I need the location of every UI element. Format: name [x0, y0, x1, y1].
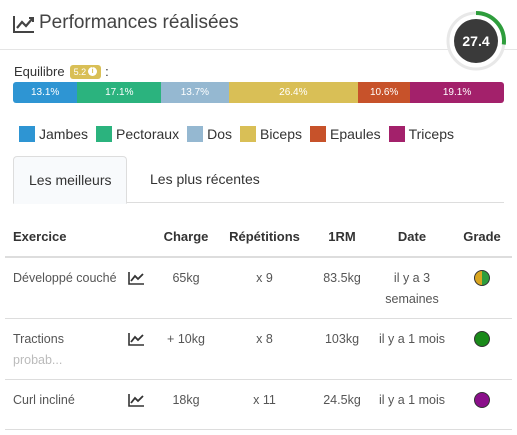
- legend-swatch: [310, 126, 327, 142]
- equilibre-segment: 17.1%: [77, 82, 162, 103]
- legend-item: Triceps: [388, 126, 454, 142]
- row-exercise[interactable]: Développé couché: [5, 257, 117, 319]
- legend-label: Biceps: [259, 126, 303, 142]
- equilibre-text: Equilibre: [14, 64, 65, 79]
- row-charge: 65kg: [155, 257, 217, 319]
- row-reps: x 9: [217, 257, 312, 319]
- equilibre-segment: 13.7%: [161, 82, 229, 103]
- header-icon-col: [117, 217, 155, 258]
- legend-label: Pectoraux: [116, 126, 180, 142]
- legend-swatch: [96, 126, 113, 142]
- line-chart-icon: [13, 16, 34, 33]
- row-charge: 18kg: [155, 379, 217, 430]
- row-exercise[interactable]: Tractions probab...: [5, 318, 117, 380]
- line-chart-icon[interactable]: [127, 332, 145, 346]
- equilibre-badge[interactable]: 5.2 i: [69, 64, 102, 79]
- exercise-name: Tractions: [13, 331, 64, 346]
- row-exercise[interactable]: Curl incliné: [5, 379, 117, 430]
- table-row[interactable]: Curl incliné 18kg x 11 24.5kg il y a 1 m…: [5, 379, 512, 430]
- score-gauge: 27.4: [446, 11, 506, 71]
- grade-badge: [474, 391, 490, 408]
- header-date[interactable]: Date: [372, 217, 452, 258]
- row-1rm: 103kg: [312, 318, 372, 380]
- table-row[interactable]: Développé couché 65kg x 9 83.5kg il y a …: [5, 257, 512, 319]
- legend-label: Triceps: [408, 126, 454, 142]
- equilibre-segment: 19.1%: [410, 82, 504, 103]
- tab-bar: Les meilleurs Les plus récentes: [13, 156, 504, 204]
- equilibre-segment: 10.6%: [358, 82, 411, 103]
- exercise-name: Curl incliné: [13, 392, 75, 407]
- tab-best[interactable]: Les meilleurs: [13, 156, 128, 204]
- legend-swatch: [388, 126, 405, 142]
- score-value: 27.4: [462, 33, 490, 49]
- header-grade[interactable]: Grade: [452, 217, 512, 258]
- header-reps[interactable]: Répétitions: [217, 217, 312, 258]
- row-charge: + 10kg: [155, 318, 217, 380]
- exercise-name: Développé couché: [13, 271, 117, 285]
- info-icon[interactable]: i: [88, 67, 98, 76]
- performance-table: Exercice Charge Répétitions 1RM Date Gra…: [5, 217, 512, 430]
- equilibre-bar: 13.1% 17.1% 13.7% 26.4% 10.6% 19.1%: [13, 82, 504, 103]
- legend-item: Pectoraux: [96, 126, 179, 142]
- legend-item: Biceps: [239, 126, 303, 142]
- legend-item: Epaules: [310, 126, 381, 142]
- panel-header: Performances réalisées: [0, 0, 517, 50]
- legend-swatch: [187, 126, 204, 142]
- row-date: il y a 1 mois: [372, 379, 452, 430]
- row-date: il y a 1 mois: [372, 318, 452, 380]
- row-date: il y a 3 semaines: [372, 257, 452, 319]
- line-chart-icon[interactable]: [127, 271, 145, 285]
- score-ring: [446, 11, 506, 71]
- legend-label: Jambes: [39, 126, 89, 142]
- header-1rm[interactable]: 1RM: [312, 217, 372, 258]
- row-reps: x 11: [217, 379, 312, 430]
- exercise-name-overflow: probab...: [13, 352, 63, 367]
- equilibre-segment: 13.1%: [13, 82, 78, 103]
- grade-badge: [474, 270, 490, 286]
- equilibre-segment: 26.4%: [228, 82, 359, 103]
- legend-swatch: [239, 126, 256, 142]
- legend-label: Dos: [207, 126, 232, 142]
- legend-item: Dos: [187, 126, 232, 142]
- equilibre-colon: :: [105, 64, 109, 79]
- grade-badge: [474, 330, 490, 347]
- equilibre-label: Equilibre 5.2 i :: [14, 64, 109, 79]
- table-row[interactable]: Tractions probab... + 10kg x 8 103kg il y…: [5, 318, 512, 380]
- table-header-row: Exercice Charge Répétitions 1RM Date Gra…: [5, 217, 512, 258]
- row-1rm: 24.5kg: [312, 379, 372, 430]
- header-charge[interactable]: Charge: [155, 217, 217, 258]
- tab-recent[interactable]: Les plus récentes: [150, 171, 260, 187]
- legend-item: Jambes: [19, 126, 88, 142]
- row-reps: x 8: [217, 318, 312, 380]
- line-chart-icon[interactable]: [127, 393, 145, 407]
- header-exercise[interactable]: Exercice: [5, 217, 117, 258]
- legend-label: Epaules: [330, 126, 381, 142]
- muscle-legend: Jambes Pectoraux Dos Biceps Epaules Triceps: [19, 126, 462, 142]
- equilibre-badge-value: 5.2: [73, 66, 87, 77]
- legend-swatch: [19, 126, 35, 142]
- page-title: Performances réalisées: [39, 12, 239, 33]
- row-1rm: 83.5kg: [312, 257, 372, 319]
